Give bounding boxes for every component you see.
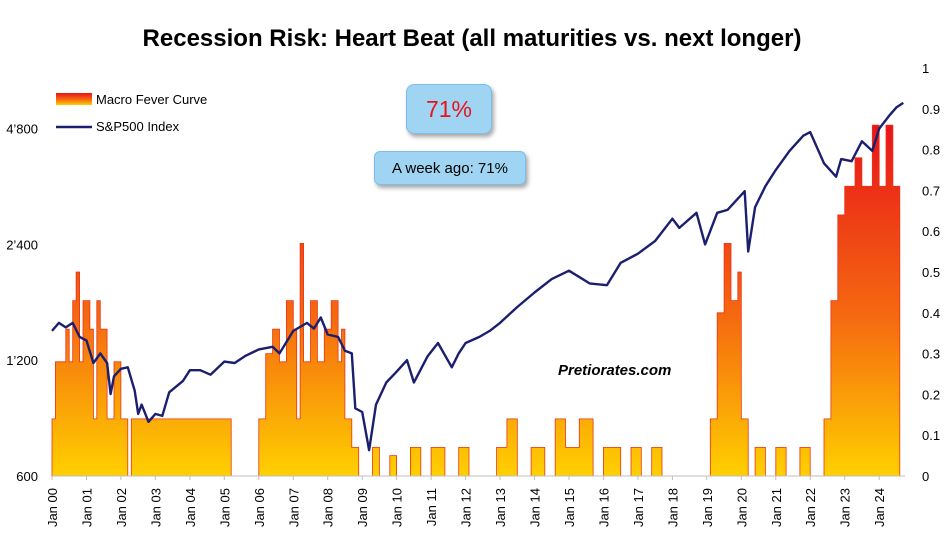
sp500-line [51,101,904,452]
x-tick-label: Jan 05 [217,488,232,527]
x-tick-label: Jan 12 [459,488,474,527]
week-ago-callout: A week ago: 71% [374,151,526,185]
x-tick-label: Jan 24 [872,488,887,527]
legend-swatch-fever [56,93,92,105]
right-axis: 0 0.1 0.2 0.3 0.4 0.5 0.6 0.7 0.8 0.9 1 [922,61,940,484]
x-tick-label: Jan 21 [769,488,784,527]
x-tick-label: Jan 22 [803,488,818,527]
right-tick-label: 0.3 [922,347,940,362]
x-tick-label: Jan 15 [562,488,577,527]
legend: Macro Fever Curve S&P500 Index [56,92,207,134]
right-tick-label: 0.5 [922,265,940,280]
x-tick-label: Jan 23 [838,488,853,527]
chart-title: Recession Risk: Heart Beat (all maturiti… [143,25,802,52]
x-tick-label: Jan 09 [355,488,370,527]
x-tick-label: Jan 06 [252,488,267,527]
left-tick-label: 4’800 [6,122,38,137]
x-tick-label: Jan 20 [734,488,749,527]
x-tick-label: Jan 08 [321,488,336,527]
right-tick-label: 0.6 [922,224,940,239]
x-tick-label: Jan 14 [528,488,543,527]
right-tick-label: 0.4 [922,306,940,321]
x-tick-label: Jan 02 [114,488,129,527]
left-tick-label: 2’400 [6,237,38,252]
legend-label-fever: Macro Fever Curve [96,92,207,107]
x-tick-label: Jan 19 [700,488,715,527]
x-axis: Jan 00 Jan 01 Jan 02 Jan 03 Jan 04 Jan 05 Jan … [45,475,905,527]
left-tick-label: 600 [16,469,38,484]
x-tick-label: Jan 00 [45,488,60,527]
x-tick-label: Jan 10 [390,488,405,527]
watermark: Pretiorates.com [558,362,671,379]
x-tick-label: Jan 16 [596,488,611,527]
x-tick-label: Jan 03 [148,488,163,527]
x-tick-label: Jan 11 [424,488,439,526]
right-tick-label: 1 [922,61,929,76]
right-tick-label: 0.1 [922,428,940,443]
left-axis: 600 1’200 2’400 4’800 [6,122,38,484]
right-tick-label: 0.2 [922,387,940,402]
x-tick-label: Jan 18 [665,488,680,527]
x-tick-label: Jan 01 [80,488,95,527]
sp500-line-layer [51,101,904,452]
current-reading-callout: 71% [406,84,492,134]
left-tick-label: 1’200 [6,353,38,368]
x-tick-label: Jan 17 [631,488,646,527]
right-tick-label: 0.7 [922,183,940,198]
x-tick-label: Jan 04 [183,488,198,527]
legend-label-sp500: S&P500 Index [96,119,180,134]
x-tick-label: Jan 13 [493,488,508,527]
right-tick-label: 0.9 [922,102,940,117]
x-tick-label: Jan 07 [286,488,301,527]
right-tick-label: 0.8 [922,143,940,158]
right-tick-label: 0 [922,469,929,484]
